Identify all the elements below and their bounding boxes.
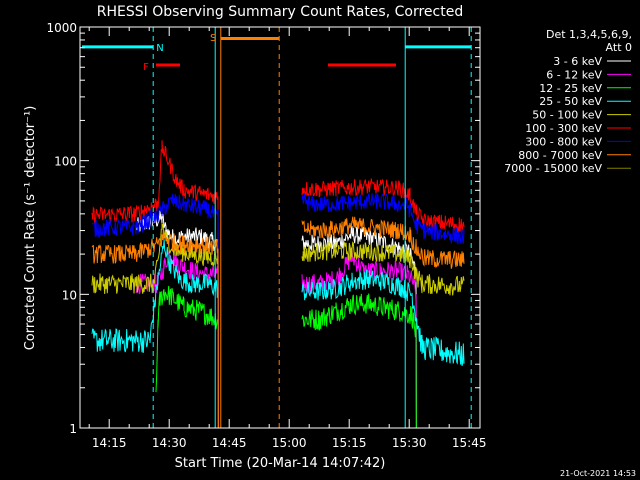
marker-layer: N S F: [82, 27, 472, 428]
series-100-300-kev-seg-1: [301, 178, 465, 233]
y-tick-label-1: 1: [69, 422, 77, 436]
x-tick-label-15-00: 15:00: [272, 436, 307, 450]
x-axis-label: Start Time (20-Mar-14 14:07:42): [175, 456, 386, 471]
x-tick-label-14-15: 14:15: [92, 436, 127, 450]
legend-label-300-800-kev: 300 - 800 keV: [525, 135, 602, 148]
series-800-7000-kev-seg-0: [91, 230, 219, 429]
legend-label-100-300-kev: 100 - 300 keV: [525, 122, 602, 135]
legend-label-3-6-kev: 3 - 6 keV: [553, 55, 602, 68]
footer-date: 21-Oct-2021 14:53: [560, 469, 636, 478]
legend-label-7000-15000-kev: 7000 - 15000 keV: [504, 162, 602, 175]
x-tick-label-14-30: 14:30: [152, 436, 187, 450]
y-tick-label-100: 100: [54, 155, 77, 169]
plot-frame: [79, 26, 481, 429]
series-50-100-kev-seg-1: [301, 241, 465, 296]
legend-label-25-50-kev: 25 - 50 keV: [539, 95, 602, 108]
legend-label-50-100-kev: 50 - 100 keV: [532, 109, 602, 122]
axis-layer: 1 10 100 1000 14:15 14:30 14:45 15:00 15:15 15:30…: [46, 21, 486, 450]
chart-title: RHESSI Observing Summary Count Rates, Co…: [97, 4, 463, 20]
series-25-50-kev-seg-0: [91, 238, 219, 429]
legend-label-800-7000-kev: 800 - 7000 keV: [518, 149, 602, 162]
y-tick-label-10: 10: [62, 288, 77, 302]
x-tick-label-15-45: 15:45: [452, 436, 487, 450]
marker-label-f: F: [143, 62, 149, 73]
data-layer: [91, 140, 465, 429]
series-6-12-kev-seg-1: [301, 249, 417, 429]
x-tick-label-15-30: 15:30: [392, 436, 427, 450]
series-3-6-kev-seg-1: [301, 225, 417, 429]
marker-label-n: N: [156, 43, 163, 54]
series-800-7000-kev-seg-1: [301, 216, 465, 269]
series-12-25-kev-seg-0: [155, 285, 219, 429]
y-tick-label-1000: 1000: [46, 21, 77, 35]
legend-label-6-12-kev: 6 - 12 keV: [546, 68, 602, 81]
series-25-50-kev-seg-1: [301, 269, 465, 367]
y-axis-label: Corrected Count Rate (s⁻¹ detector⁻¹): [23, 106, 38, 351]
legend-header-0: Det 1,3,4,5,6,9,: [546, 28, 632, 41]
legend-label-12-25-kev: 12 - 25 keV: [539, 82, 602, 95]
marker-label-s: S: [210, 33, 216, 44]
x-tick-label-14-45: 14:45: [212, 436, 247, 450]
series-50-100-kev-seg-0: [91, 223, 219, 429]
x-tick-label-15-15: 15:15: [332, 436, 367, 450]
series-300-800-kev-seg-1: [301, 192, 465, 245]
legend-header-1: Att 0: [606, 41, 632, 54]
series-100-300-kev-seg-0: [91, 140, 219, 429]
series-300-800-kev-seg-0: [91, 193, 219, 429]
series-12-25-kev-seg-1: [301, 293, 417, 429]
